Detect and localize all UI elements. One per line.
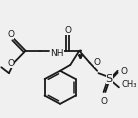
Text: NH: NH xyxy=(51,49,64,58)
Text: O: O xyxy=(94,58,101,67)
Polygon shape xyxy=(79,50,81,51)
Text: O: O xyxy=(64,26,71,35)
Text: CH₃: CH₃ xyxy=(121,80,137,89)
Text: O: O xyxy=(7,59,14,68)
Text: O: O xyxy=(121,67,128,76)
Text: O: O xyxy=(101,97,108,106)
Text: S: S xyxy=(106,74,113,84)
Text: O: O xyxy=(7,30,14,39)
